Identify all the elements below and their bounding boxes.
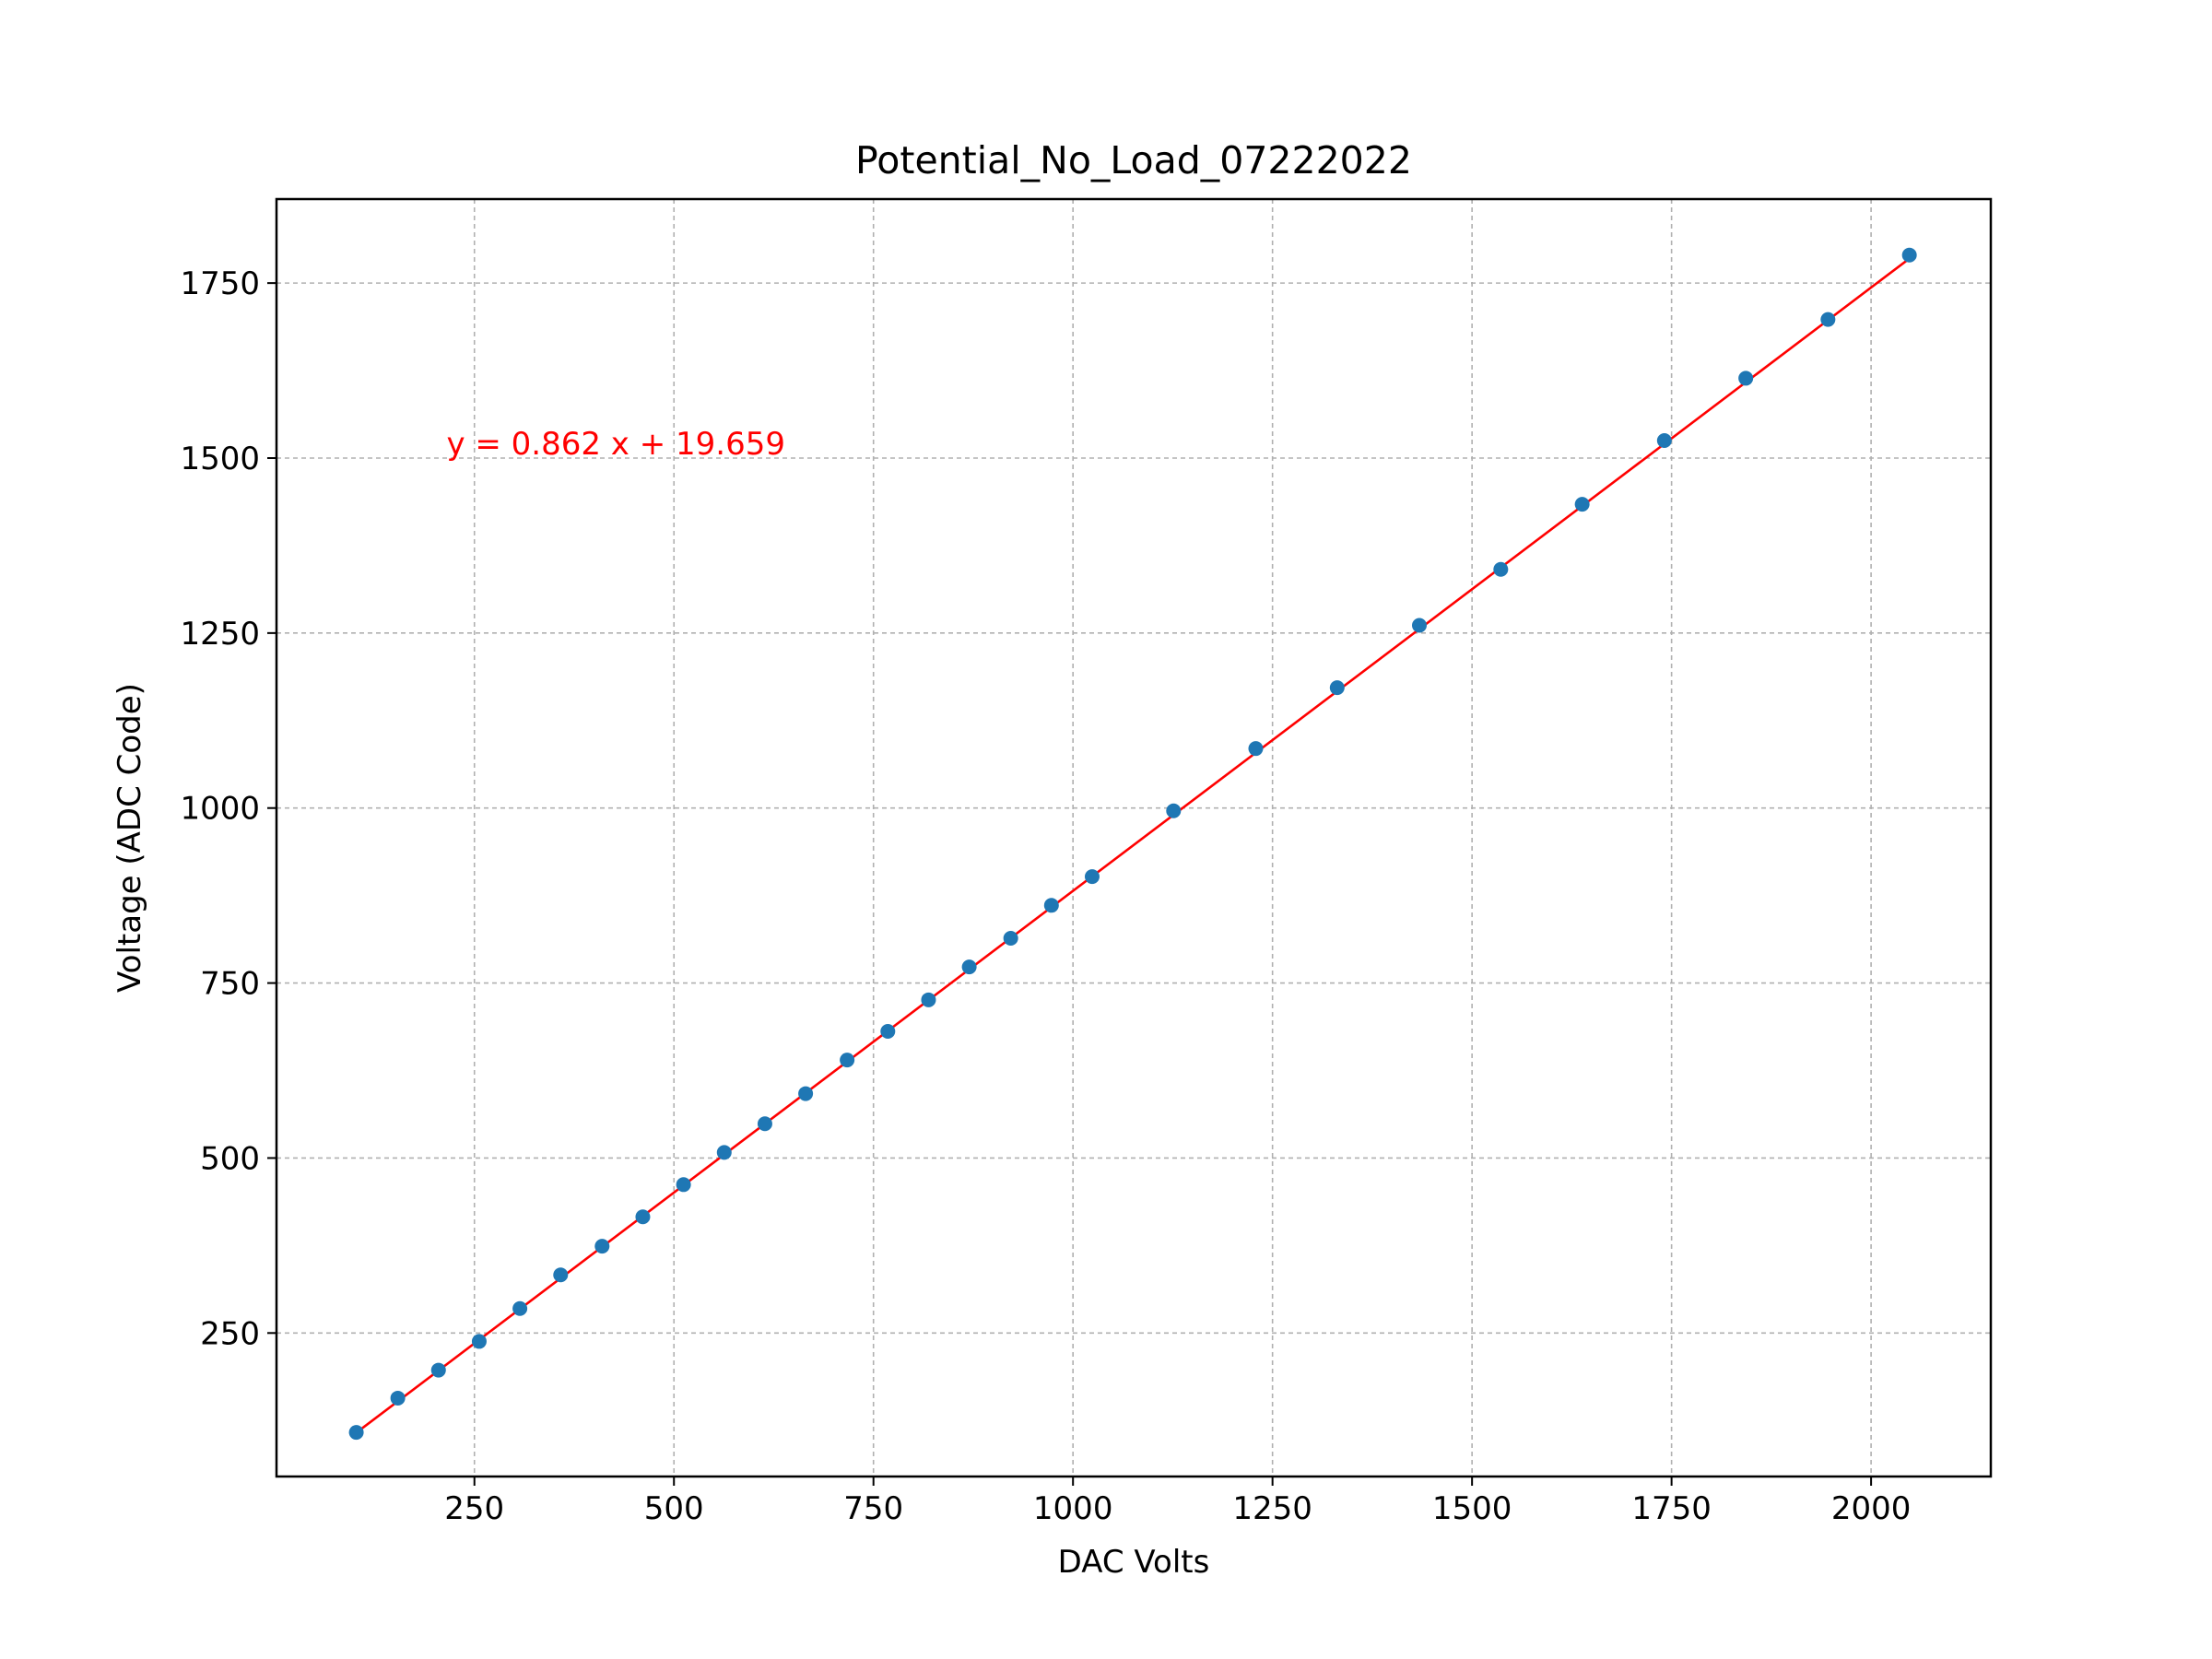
data-point xyxy=(1738,371,1754,386)
data-point xyxy=(1412,618,1427,633)
y-tick-label: 1000 xyxy=(180,791,260,828)
x-tick-label: 250 xyxy=(444,1490,504,1527)
grid xyxy=(276,199,1991,1477)
fit-line-layer xyxy=(355,257,1911,1434)
x-tick-label: 1500 xyxy=(1432,1490,1512,1527)
y-tick-label: 250 xyxy=(200,1315,260,1352)
x-tick-label: 2000 xyxy=(1831,1490,1912,1527)
data-point xyxy=(921,992,936,1007)
x-tick-label: 1000 xyxy=(1033,1490,1113,1527)
fit-equation-annotation: y = 0.862 x + 19.659 xyxy=(446,426,785,463)
y-tick-label: 1750 xyxy=(180,265,260,302)
data-point xyxy=(635,1209,651,1225)
y-tick-label: 1500 xyxy=(180,441,260,477)
data-point xyxy=(512,1300,528,1316)
x-tick-label: 750 xyxy=(843,1490,903,1527)
data-point xyxy=(757,1116,772,1132)
data-point xyxy=(348,1425,364,1441)
data-point xyxy=(1656,433,1672,449)
data-point xyxy=(1084,869,1100,885)
y-tick-label: 750 xyxy=(200,966,260,1003)
y-axis-label: Voltage (ADC Code) xyxy=(112,683,148,993)
x-axis-ticks: 250 500 750 1000 1250 1500 1750 2000 xyxy=(444,1477,1911,1527)
data-point xyxy=(553,1267,569,1283)
data-point xyxy=(1166,803,1182,818)
x-tick-label: 1750 xyxy=(1631,1490,1712,1527)
plot-frame xyxy=(275,197,1993,1478)
x-tick-label: 500 xyxy=(644,1490,704,1527)
chart-title: Potential_No_Load_07222022 xyxy=(855,138,1412,182)
fit-line xyxy=(355,257,1911,1434)
data-point xyxy=(716,1145,732,1160)
data-point xyxy=(1574,497,1590,512)
data-point xyxy=(798,1086,814,1101)
data-point xyxy=(594,1239,610,1254)
data-points xyxy=(348,247,1917,1441)
y-tick-label: 1250 xyxy=(180,616,260,653)
data-point xyxy=(1003,930,1018,946)
data-point xyxy=(961,959,977,975)
y-tick-label: 500 xyxy=(200,1140,260,1177)
data-point xyxy=(1820,312,1836,327)
data-point xyxy=(880,1023,896,1039)
data-point xyxy=(1043,898,1059,913)
data-point xyxy=(1329,680,1345,696)
x-axis-label: DAC Volts xyxy=(1058,1544,1210,1581)
data-point xyxy=(1493,561,1509,577)
data-point xyxy=(471,1334,487,1349)
x-tick-label: 1250 xyxy=(1232,1490,1312,1527)
data-point xyxy=(1248,741,1264,757)
data-point xyxy=(430,1362,446,1378)
data-point xyxy=(676,1177,691,1193)
data-point xyxy=(1901,247,1917,263)
data-point xyxy=(390,1390,406,1406)
y-axis-ticks: 250 500 750 1000 1250 1500 1750 xyxy=(180,265,276,1352)
data-point xyxy=(840,1053,855,1068)
